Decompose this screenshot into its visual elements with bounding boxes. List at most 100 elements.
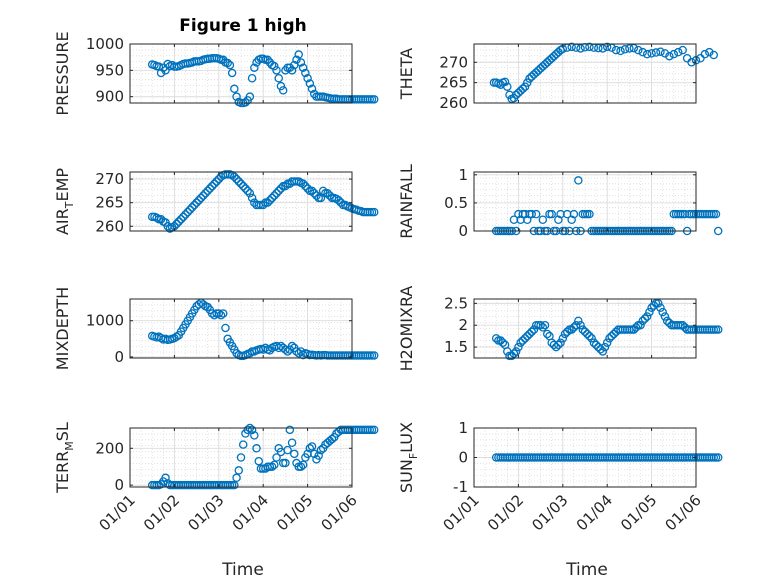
data-point	[520, 334, 530, 343]
y-axis-label: AIRTEMP	[53, 168, 76, 235]
data-point	[567, 42, 576, 52]
data-point	[500, 77, 510, 87]
y-tick-label: 260	[95, 217, 124, 235]
data-markers	[147, 423, 379, 490]
y-axis-label: PRESSURE	[53, 31, 72, 115]
data-point	[580, 327, 590, 337]
data-point	[174, 217, 184, 226]
data-point	[185, 205, 195, 215]
data-point	[551, 342, 561, 352]
data-point	[369, 95, 379, 104]
data-point	[310, 449, 319, 459]
data-point	[283, 347, 292, 356]
data-point	[656, 47, 665, 56]
data-markers	[491, 453, 723, 462]
subplot-terr-msl: 0 200 TERRMSL 01/01 01/02 01/03 01/04 01/05 01/0…	[53, 422, 379, 534]
data-point	[199, 300, 208, 309]
data-point	[285, 425, 295, 435]
data-point	[210, 179, 219, 189]
x-tick-label: 01/02	[140, 491, 183, 534]
data-point	[292, 347, 301, 356]
y-tick-label: 1000	[86, 312, 124, 330]
data-point	[250, 63, 259, 72]
data-point	[525, 329, 534, 339]
data-point	[207, 181, 217, 191]
data-point	[276, 184, 286, 193]
y-axis-label: RAINFALL	[397, 164, 416, 239]
data-point	[250, 431, 259, 440]
data-point	[234, 177, 244, 186]
data-point	[536, 320, 545, 330]
data-point	[296, 462, 306, 471]
data-point	[520, 82, 530, 91]
data-point	[638, 316, 647, 326]
data-point	[236, 453, 246, 462]
subplot-theta: 260 265 270 THETA	[397, 42, 719, 112]
data-point	[303, 73, 312, 83]
data-markers	[489, 42, 719, 104]
data-point	[301, 181, 310, 191]
data-point	[700, 49, 710, 59]
data-point	[616, 46, 625, 56]
data-point	[529, 325, 539, 334]
data-point	[263, 55, 272, 65]
data-point	[287, 438, 297, 447]
data-point	[298, 460, 308, 470]
data-point	[245, 92, 255, 101]
data-markers	[147, 170, 379, 233]
data-point	[654, 299, 663, 308]
data-point	[225, 60, 235, 70]
data-point	[176, 214, 186, 224]
data-point	[179, 212, 188, 222]
data-point	[283, 445, 292, 455]
data-point	[602, 338, 612, 347]
data-point	[194, 196, 204, 205]
data-point	[514, 342, 523, 352]
data-point	[638, 47, 647, 57]
data-point	[232, 174, 241, 184]
data-point	[270, 191, 279, 200]
data-point	[334, 196, 343, 205]
data-point	[318, 186, 328, 196]
y-tick-label: -1	[453, 478, 468, 496]
data-point	[241, 184, 250, 193]
data-point	[238, 181, 248, 191]
data-point	[221, 323, 230, 333]
data-point	[713, 226, 723, 236]
data-point	[527, 327, 536, 337]
data-point	[605, 334, 614, 343]
data-point	[625, 44, 634, 53]
data-point	[647, 49, 656, 58]
data-point	[199, 191, 208, 200]
data-point	[556, 338, 565, 347]
data-point	[511, 347, 521, 356]
y-tick-label: 270	[439, 53, 468, 71]
data-point	[272, 453, 281, 462]
subplot-air-temp: 260 265 270 AIRTEMP	[53, 168, 379, 235]
data-point	[678, 320, 687, 330]
data-point	[274, 186, 283, 196]
data-point	[567, 215, 576, 225]
data-point	[503, 82, 512, 91]
data-point	[296, 58, 306, 67]
data-point	[569, 209, 579, 219]
data-point	[631, 323, 641, 332]
data-point	[290, 449, 299, 459]
data-point	[327, 434, 337, 444]
data-point	[678, 45, 687, 55]
axes-box	[129, 427, 353, 488]
data-point	[310, 188, 319, 198]
data-point	[307, 442, 317, 451]
x-tick-label: 01/06	[318, 491, 361, 534]
y-tick-label: 0	[458, 449, 468, 467]
data-markers	[491, 299, 723, 361]
subplot-mixdepth: 0 1000 MIXDEPTH	[53, 287, 379, 370]
y-tick-label: 1	[458, 419, 468, 437]
data-point	[369, 351, 379, 360]
x-tick-label: 01/01	[96, 491, 139, 534]
data-point	[607, 331, 616, 341]
axes-box	[473, 298, 697, 359]
data-point	[585, 331, 594, 341]
x-axis-label-left: Time	[221, 560, 264, 580]
